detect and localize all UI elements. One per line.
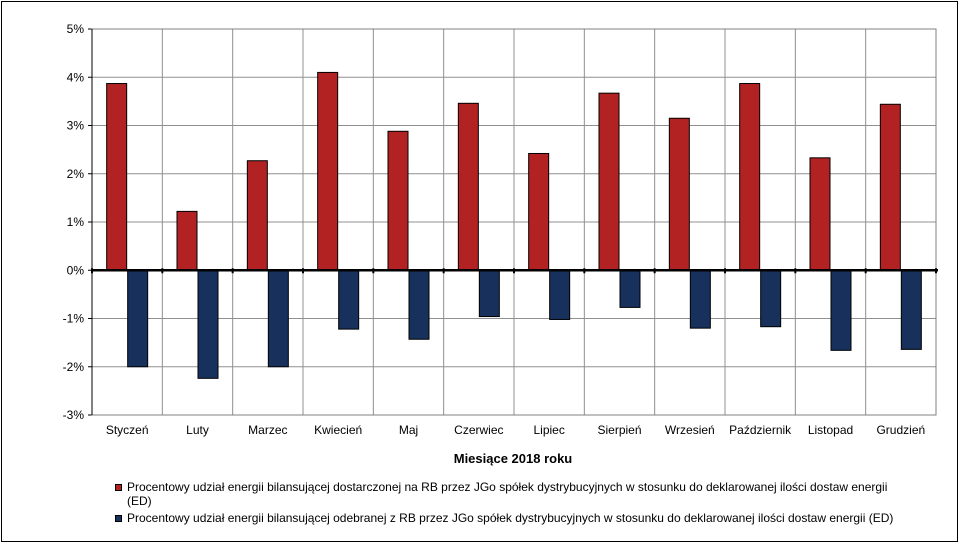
bar-received: [549, 269, 571, 320]
axes: [91, 28, 938, 416]
bar-received: [830, 269, 852, 351]
bar-delivered: [879, 103, 901, 271]
bar-delivered: [809, 157, 831, 271]
y-tick-labels: 5% 4% 3% 2% 1% 0% -1% -2% -3%: [63, 22, 85, 422]
x-tick-label: Styczeń: [106, 423, 149, 437]
y-tick-label: 4%: [67, 70, 85, 84]
legend-label-received: Procentowy udział energii bilansującej o…: [127, 511, 894, 525]
bar-received: [127, 269, 149, 368]
x-tick-label: Maj: [399, 423, 418, 437]
legend-swatch-delivered: [115, 484, 122, 491]
bar-received: [478, 269, 500, 318]
legend-item-delivered: Procentowy udział energii bilansującej d…: [115, 480, 915, 508]
bar-delivered: [317, 71, 339, 271]
bar-delivered: [668, 117, 690, 271]
bar-received: [197, 269, 219, 379]
bar-delivered: [739, 83, 761, 271]
bar-delivered: [176, 210, 198, 271]
bar-received: [900, 269, 922, 350]
bars: [106, 71, 922, 379]
y-tick-label: 3%: [67, 119, 85, 133]
bar-delivered: [528, 152, 550, 271]
bar-delivered: [598, 92, 620, 271]
y-tick-label: -2%: [63, 360, 85, 374]
y-tick-label: 0%: [67, 263, 85, 277]
x-tick-label: Marzec: [248, 423, 287, 437]
bar-received: [267, 269, 289, 368]
bar-chart: 5% 4% 3% 2% 1% 0% -1% -2% -3% Styczeń Luty Marzec K…: [63, 22, 938, 466]
legend-item-received: Procentowy udział energii bilansującej o…: [115, 511, 915, 525]
y-tick-label: 5%: [67, 22, 85, 36]
y-tick-label: -1%: [63, 312, 85, 326]
x-tick-label: Lipiec: [533, 423, 564, 437]
y-tick-label: 2%: [67, 167, 85, 181]
x-tick-label: Czerwiec: [454, 423, 503, 437]
bar-delivered: [457, 102, 479, 271]
bar-delivered: [246, 160, 268, 271]
x-axis-label: Miesiące 2018 roku: [454, 451, 573, 466]
x-tick-label: Listopad: [808, 423, 853, 437]
y-tick-label: -3%: [63, 408, 85, 422]
bar-received: [408, 269, 430, 340]
x-tick-label: Kwiecień: [314, 423, 362, 437]
x-tick-label: Sierpień: [597, 423, 641, 437]
bar-delivered: [387, 130, 409, 271]
bar-received: [338, 269, 360, 330]
legend-label-delivered: Procentowy udział energii bilansującej d…: [127, 480, 888, 508]
bar-received: [689, 269, 711, 329]
bar-received: [760, 269, 782, 328]
legend: Procentowy udział energii bilansującej d…: [115, 480, 915, 528]
y-tick-label: 1%: [67, 215, 85, 229]
x-tick-label: Wrzesień: [665, 423, 715, 437]
bar-received: [619, 269, 641, 308]
x-tick-label: Grudzień: [876, 423, 925, 437]
chart-frame: 5% 4% 3% 2% 1% 0% -1% -2% -3% Styczeń Luty Marzec K…: [1, 1, 958, 542]
x-tick-label: Luty: [186, 423, 209, 437]
x-tick-label: Październik: [729, 423, 792, 437]
bar-delivered: [106, 83, 128, 271]
legend-swatch-received: [115, 515, 122, 522]
x-tick-labels: Styczeń Luty Marzec Kwiecień Maj Czerwiec Lipi…: [106, 423, 925, 437]
